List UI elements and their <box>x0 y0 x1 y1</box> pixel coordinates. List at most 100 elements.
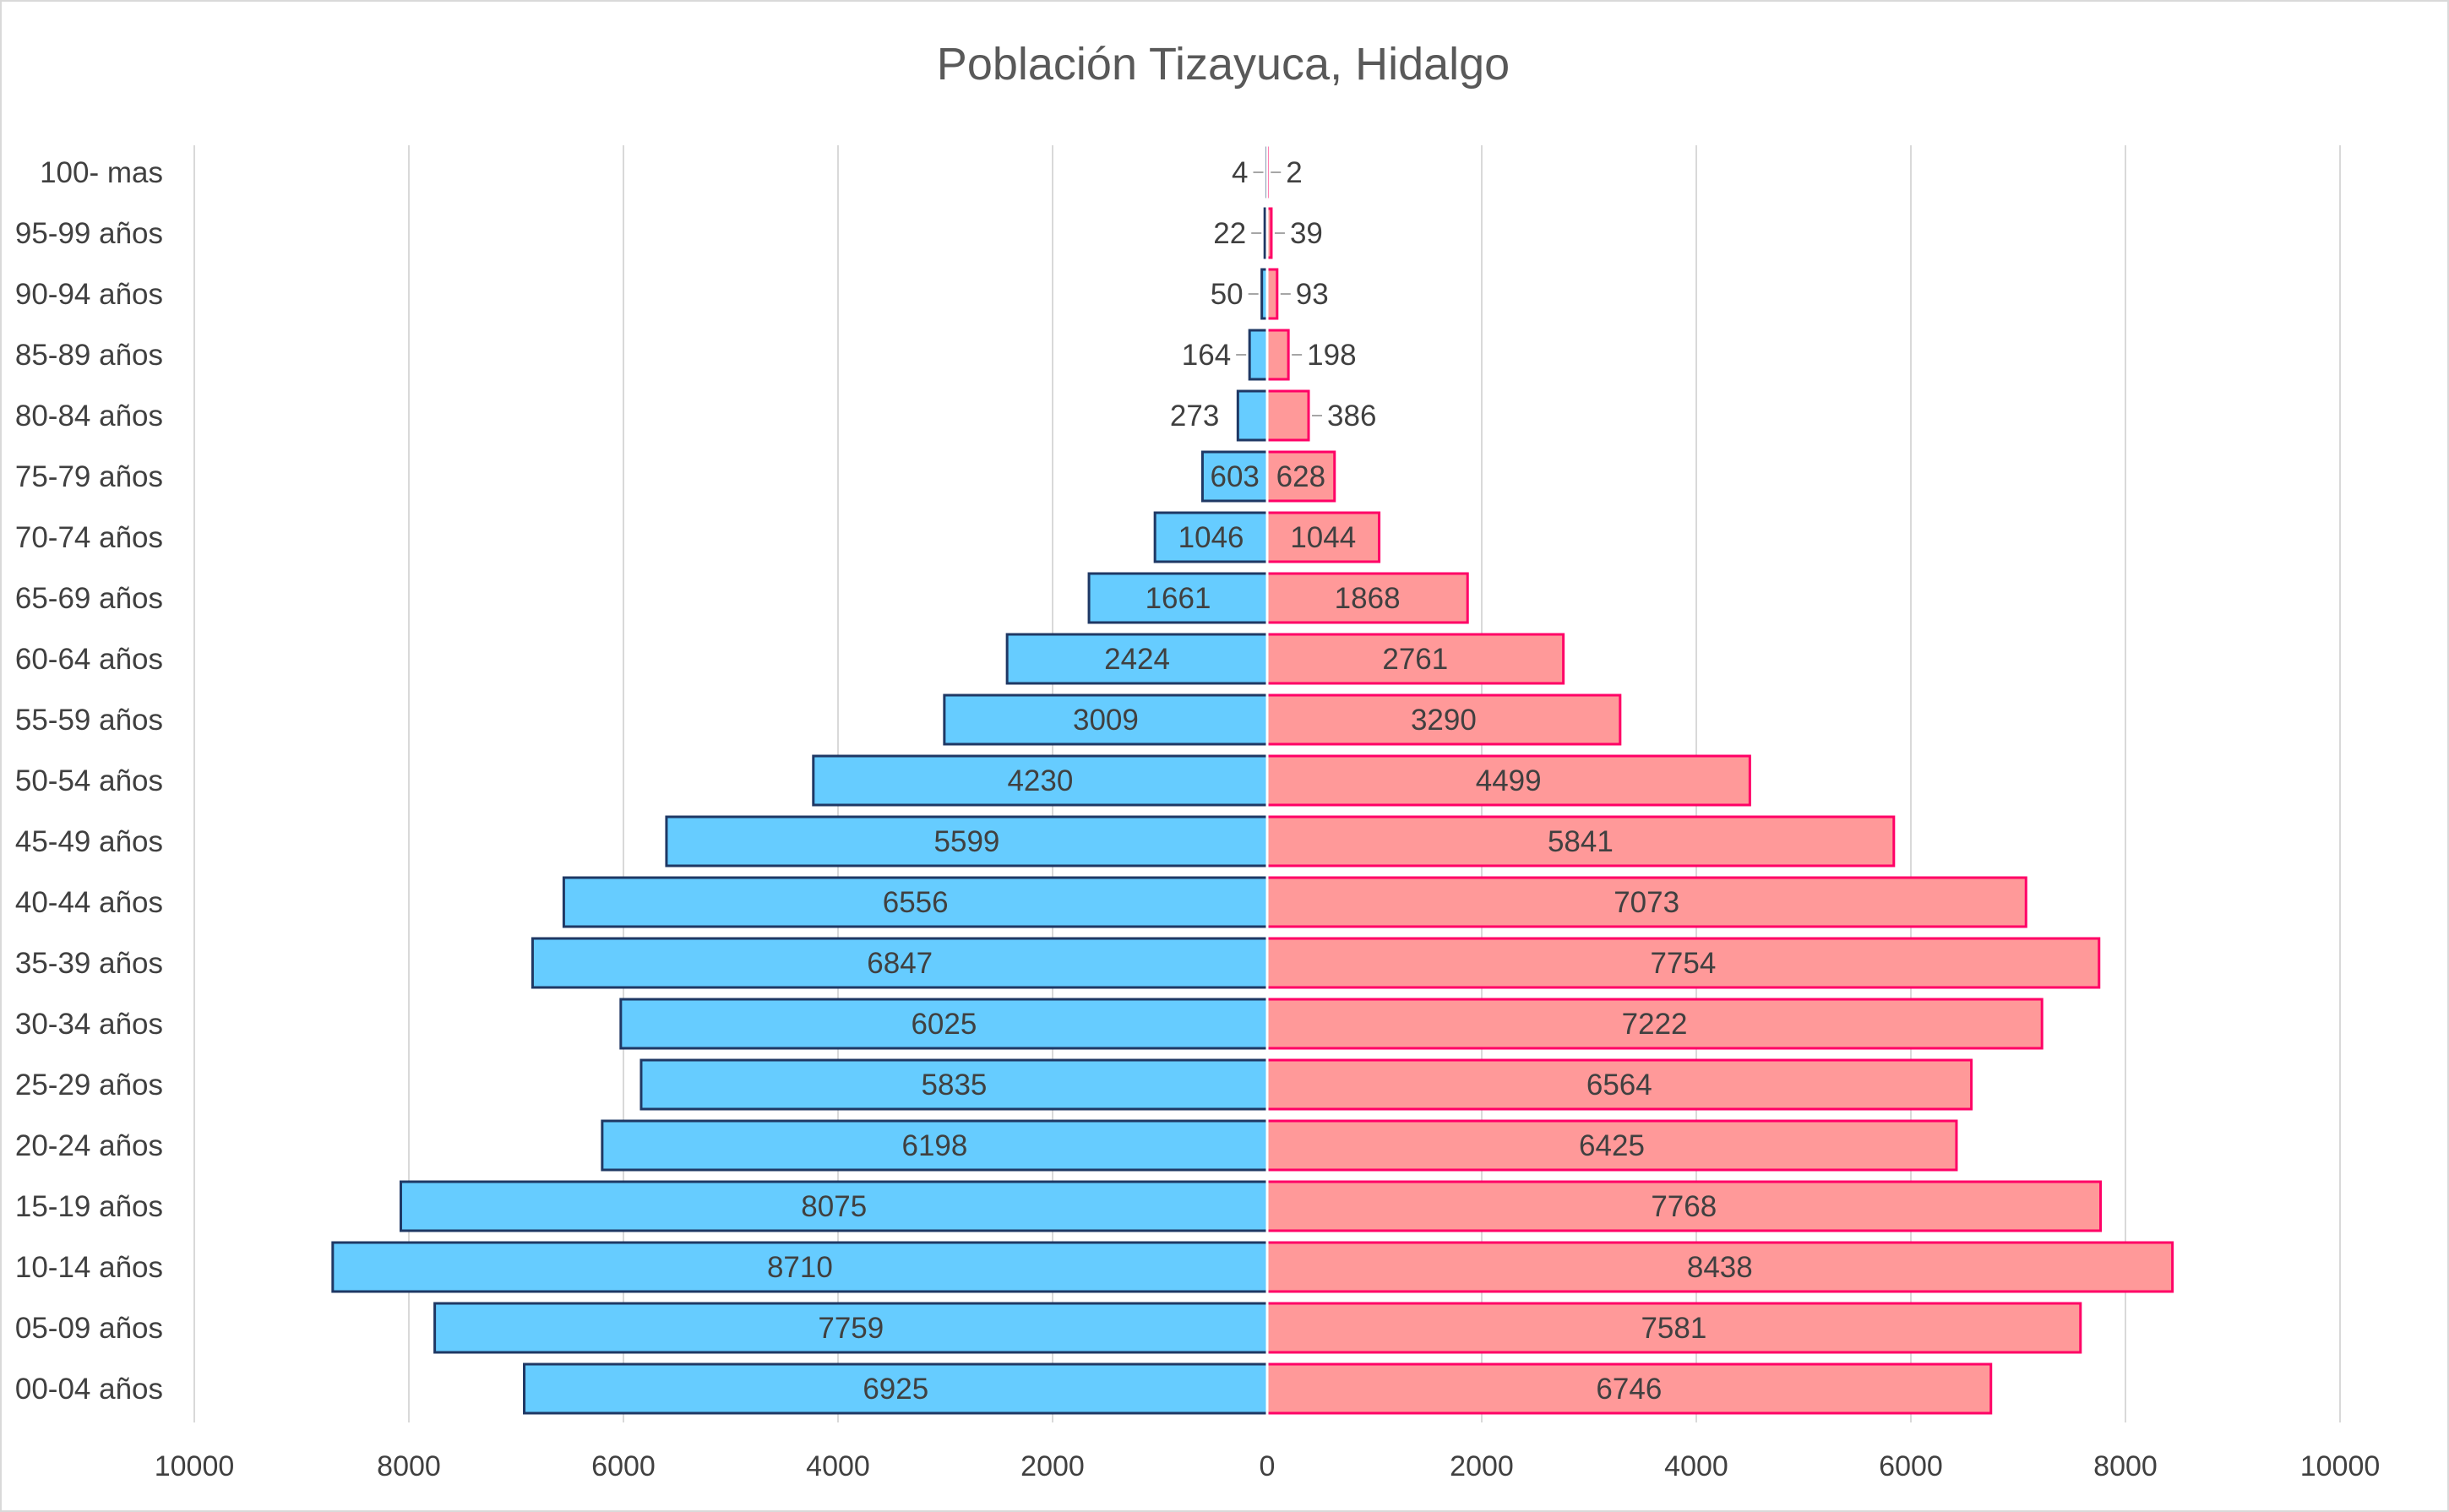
data-label-left: 5599 <box>934 825 1000 858</box>
bar-right <box>1265 1119 1958 1172</box>
x-tick-label: 6000 <box>1879 1450 1943 1482</box>
bar-left <box>1248 329 1269 381</box>
category-label: 70-74 años <box>15 521 163 554</box>
category-label: 20-24 años <box>15 1129 163 1162</box>
category-label: 55-59 años <box>15 704 163 737</box>
x-tick-label: 4000 <box>806 1450 870 1482</box>
data-label-left: 6025 <box>911 1008 977 1041</box>
data-label-left: 1661 <box>1146 582 1211 615</box>
data-label-right: 198 <box>1307 339 1356 372</box>
x-tick-label: 2000 <box>1450 1450 1514 1482</box>
bar-right <box>1265 1180 2103 1232</box>
data-label-right: 7768 <box>1651 1190 1717 1223</box>
bar-right <box>1265 998 2044 1050</box>
data-label-left: 2424 <box>1104 643 1170 676</box>
bar-left <box>812 754 1269 807</box>
data-label-right: 6746 <box>1596 1373 1662 1406</box>
data-label-left: 4230 <box>1007 764 1073 797</box>
category-label: 50-54 años <box>15 764 163 797</box>
category-labels: 100- mas 95-99 años 90-94 años 85-89 años 80… <box>15 156 163 1406</box>
leader-lines <box>1236 171 1323 416</box>
bars <box>331 145 2174 1422</box>
data-label-right: 6425 <box>1579 1129 1645 1162</box>
category-label: 35-39 años <box>15 947 163 980</box>
data-label-right: 4499 <box>1476 764 1542 797</box>
data-label-right: 1868 <box>1335 582 1401 615</box>
data-label-right: 93 <box>1296 278 1329 311</box>
category-label: 45-49 años <box>15 825 163 858</box>
bar-left <box>1236 389 1269 442</box>
bar-left <box>1005 633 1269 685</box>
category-label: 80-84 años <box>15 400 163 432</box>
category-label: 05-09 años <box>15 1312 163 1345</box>
bar-right <box>1265 511 1381 563</box>
data-label-left: 6556 <box>883 886 949 919</box>
data-label-left: 5835 <box>922 1069 988 1101</box>
data-label-right: 6564 <box>1586 1069 1652 1101</box>
data-label-right: 7222 <box>1622 1008 1688 1041</box>
category-label: 25-29 años <box>15 1069 163 1101</box>
category-label: 30-34 años <box>15 1008 163 1041</box>
data-label-right: 3290 <box>1411 704 1477 737</box>
bar-left <box>1200 450 1269 503</box>
bar-left <box>399 1180 1269 1232</box>
data-label-left: 6847 <box>867 947 933 980</box>
data-label-left: 273 <box>1170 400 1219 432</box>
category-label: 100- mas <box>40 156 163 189</box>
bar-right <box>1265 572 1469 624</box>
data-label-left: 8710 <box>767 1251 833 1284</box>
data-label-right: 2 <box>1286 156 1302 189</box>
data-label-left: 4 <box>1232 156 1248 189</box>
bar-right <box>1265 693 1622 746</box>
data-label-right: 7754 <box>1650 947 1716 980</box>
chart-title: Población Tizayuca, Hidalgo <box>937 39 1510 90</box>
data-label-right: 7581 <box>1641 1312 1706 1345</box>
bar-right <box>1265 815 1896 867</box>
data-label-right: 5841 <box>1548 825 1614 858</box>
bar-left <box>523 1362 1269 1415</box>
data-label-right: 39 <box>1290 217 1323 250</box>
data-label-left: 50 <box>1211 278 1244 311</box>
category-label: 85-89 años <box>15 339 163 372</box>
data-label-left: 164 <box>1182 339 1231 372</box>
bar-left <box>639 1058 1269 1111</box>
category-label: 60-64 años <box>15 643 163 676</box>
category-label: 90-94 años <box>15 278 163 311</box>
bar-left <box>1087 572 1269 624</box>
bar-left <box>1153 511 1269 563</box>
category-label: 10-14 años <box>15 1251 163 1284</box>
bar-right <box>1265 450 1336 503</box>
x-tick-label: 0 <box>1260 1450 1276 1482</box>
category-label: 00-04 años <box>15 1373 163 1406</box>
data-label-right: 1044 <box>1290 521 1356 554</box>
bar-right <box>1265 329 1290 381</box>
data-label-left: 8075 <box>801 1190 867 1223</box>
data-label-left: 6925 <box>863 1373 928 1406</box>
x-tick-label: 6000 <box>591 1450 656 1482</box>
data-label-right: 8438 <box>1687 1251 1753 1284</box>
category-label: 65-69 años <box>15 582 163 615</box>
bar-left <box>619 998 1269 1050</box>
data-label-left: 3009 <box>1073 704 1139 737</box>
x-tick-label: 10000 <box>2300 1450 2381 1482</box>
data-label-left: 22 <box>1213 217 1246 250</box>
x-tick-label: 4000 <box>1664 1450 1728 1482</box>
bar-right <box>1265 389 1310 442</box>
bar-right <box>1265 1058 1973 1111</box>
data-label-left: 603 <box>1211 460 1260 493</box>
data-label-left: 7759 <box>818 1312 884 1345</box>
bar-left <box>562 876 1269 928</box>
category-label: 15-19 años <box>15 1190 163 1223</box>
bar-left <box>531 937 1269 989</box>
data-label-left: 6198 <box>901 1129 967 1162</box>
x-tick-label: 10000 <box>155 1450 235 1482</box>
bar-right <box>1265 633 1565 685</box>
x-tick-label: 2000 <box>1020 1450 1085 1482</box>
data-label-right: 7073 <box>1614 886 1679 919</box>
x-tick-label: 8000 <box>377 1450 441 1482</box>
data-label-right: 386 <box>1327 400 1376 432</box>
data-label-right: 628 <box>1276 460 1325 493</box>
category-label: 75-79 años <box>15 460 163 493</box>
